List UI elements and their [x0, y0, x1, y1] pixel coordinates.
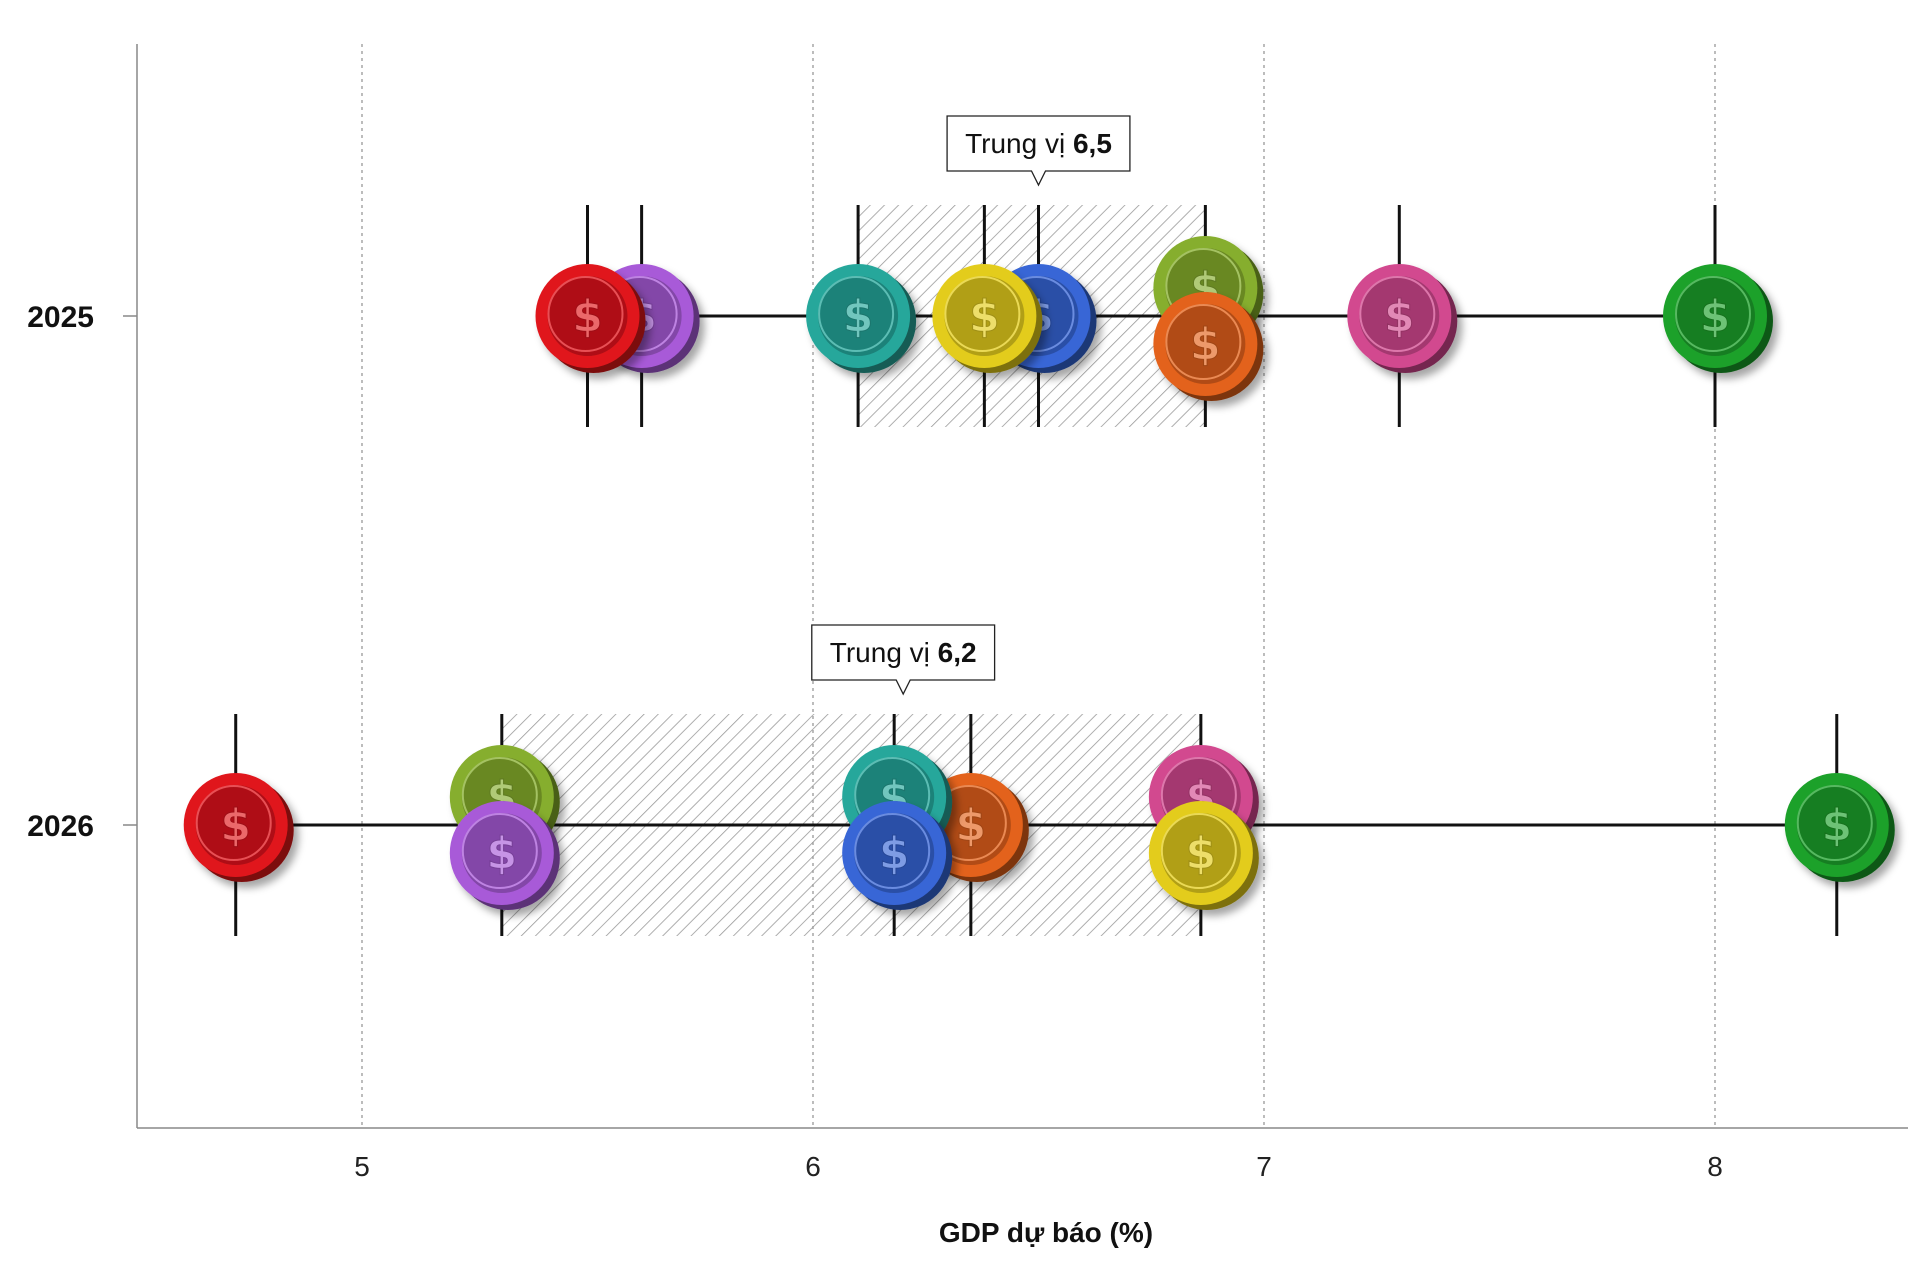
coin-inner: [1359, 276, 1440, 356]
dollar-sign-icon: $: [879, 828, 910, 879]
coin-inner: [1675, 276, 1755, 356]
coin-inner: [1796, 785, 1877, 865]
dollar-coin-icon: $: [1153, 292, 1264, 401]
dollar-coin-icon: $: [842, 801, 953, 910]
coin-inner: [818, 276, 899, 356]
dollar-coin-icon: $: [1663, 264, 1773, 373]
category-label: 2025: [27, 301, 94, 334]
dollar-sign-icon: $: [572, 291, 603, 342]
median-callout: Trung vị 6,5: [946, 115, 1131, 187]
coin-inner: [195, 785, 276, 865]
axis-layer: 5 6 7 8 GDP dự báo (%) 2025 2026: [27, 44, 1908, 1248]
dollar-coin-icon: $: [1148, 801, 1259, 910]
coin-ring: [944, 276, 1021, 352]
grid-layer: [361, 44, 1716, 1128]
median-callout-box: [811, 624, 996, 696]
dollar-sign-icon: $: [486, 828, 517, 879]
dollar-sign-icon: $: [1190, 319, 1221, 370]
dollar-sign-icon: $: [956, 800, 987, 851]
dollar-coin-icon: $: [449, 801, 560, 910]
coin-ring: [1796, 785, 1873, 861]
coin-inner: [461, 813, 542, 893]
median-callout-box: [946, 115, 1131, 187]
coin-ring: [1359, 276, 1436, 352]
coin-inner: [944, 276, 1025, 356]
dollar-coin-icon: $: [806, 264, 917, 373]
coin-ring: [195, 785, 272, 861]
coin-ring: [818, 276, 895, 352]
coin-ring: [547, 276, 624, 352]
dollar-sign-icon: $: [1700, 291, 1731, 342]
coin-inner: [547, 276, 628, 356]
median-label-value: 6,2: [938, 637, 977, 668]
median-label-prefix: Trung vị: [830, 637, 938, 668]
coin-inner: [1160, 813, 1241, 893]
dollar-coin-icon: $: [535, 264, 646, 373]
dollar-coin-icon: $: [183, 773, 294, 882]
coin-layer: $$$$$$$$$$$$$$$$$$: [183, 236, 1895, 910]
dollar-coin-icon: $: [1347, 264, 1458, 373]
x-tick-label: 6: [805, 1151, 821, 1182]
median-label: Trung vị 6,5: [965, 128, 1112, 159]
coin-ring: [1675, 276, 1751, 352]
x-axis-title: GDP dự báo (%): [939, 1217, 1153, 1248]
dollar-sign-icon: $: [843, 291, 874, 342]
x-tick-label: 7: [1256, 1151, 1272, 1182]
coin-inner: [1165, 304, 1246, 384]
x-tick-label: 8: [1707, 1151, 1723, 1182]
dollar-sign-icon: $: [969, 291, 1000, 342]
median-label-value: 6,5: [1073, 128, 1112, 159]
coin-ring: [461, 813, 538, 889]
coin-ring: [1160, 813, 1237, 889]
category-label: 2026: [27, 810, 94, 843]
median-callout: Trung vị 6,2: [811, 624, 996, 696]
median-label-prefix: Trung vị: [965, 128, 1073, 159]
dollar-sign-icon: $: [1384, 291, 1415, 342]
coin-ring: [1165, 304, 1242, 380]
dollar-sign-icon: $: [1821, 800, 1852, 851]
x-tick-label: 5: [354, 1151, 370, 1182]
dollar-coin-icon: $: [932, 264, 1043, 373]
dollar-coin-icon: $: [1784, 773, 1895, 882]
dollar-sign-icon: $: [1186, 828, 1217, 879]
coin-inner: [854, 813, 935, 893]
median-label: Trung vị 6,2: [830, 637, 977, 668]
coin-ring: [854, 813, 931, 889]
dollar-sign-icon: $: [220, 800, 251, 851]
